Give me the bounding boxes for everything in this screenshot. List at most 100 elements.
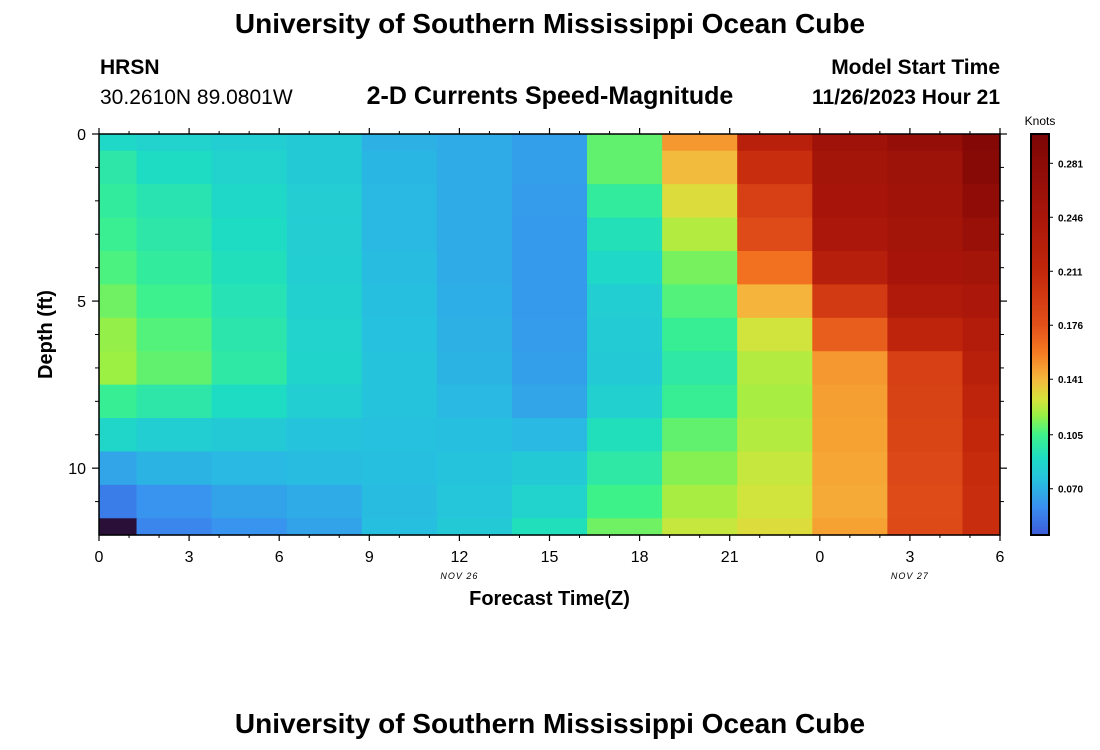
heatmap-chart: 0 3 6 9 12 15 18 21 0 3 6 NOV 26 NOV 27 0 5 10 Forecast … (35, 114, 1083, 610)
heatmap-cell (887, 518, 964, 536)
heatmap-cell (286, 384, 363, 419)
heatmap-cell (662, 184, 738, 219)
heatmap-cell (962, 451, 1001, 486)
heatmap-cell (511, 484, 588, 519)
heatmap-cell (812, 250, 888, 285)
heatmap-cell (737, 217, 813, 252)
heatmap-cell (887, 284, 964, 319)
heatmap-cell (436, 250, 513, 285)
heatmap-cell (436, 184, 513, 219)
heatmap-cell (286, 250, 363, 285)
heatmap-cell (812, 384, 888, 419)
heatmap-cell (737, 384, 813, 419)
heatmap-cell (361, 384, 438, 419)
heatmap-cell (887, 134, 964, 152)
heatmap-cell (812, 134, 888, 152)
heatmap-cell (436, 518, 513, 536)
heatmap-cell (587, 351, 663, 386)
heatmap-cell (286, 134, 363, 152)
colorbar (1030, 133, 1050, 536)
heatmap-cell (436, 217, 513, 252)
heatmap-cell (286, 150, 363, 185)
heatmap-cell (511, 451, 588, 486)
heatmap-cell (887, 451, 964, 486)
heatmap-cell (511, 351, 588, 386)
heatmap-cell (887, 184, 964, 219)
heatmap-cell (286, 284, 363, 319)
heatmap-cell (587, 250, 663, 285)
heatmap-cell (737, 518, 813, 536)
colorbar-label: Knots (1025, 114, 1056, 128)
heatmap-cell (136, 484, 213, 519)
heatmap-cell (211, 351, 288, 386)
heatmap-cell (136, 250, 213, 285)
heatmap-cell (136, 418, 213, 453)
heatmap-cell (587, 418, 663, 453)
heatmap-cell (662, 217, 738, 252)
heatmap-cell (286, 451, 363, 486)
heatmap-cell (436, 484, 513, 519)
heatmap-cell (99, 518, 138, 536)
heatmap-cell (99, 351, 138, 386)
model-start-label: Model Start Time (831, 56, 1000, 79)
colorbar-tick-label: 0.246 (1058, 213, 1083, 224)
heatmap-cell (887, 384, 964, 419)
heatmap-cell (361, 250, 438, 285)
heatmap-cell (587, 317, 663, 352)
heatmap-cell (286, 217, 363, 252)
heatmap-cell (436, 284, 513, 319)
heatmap-cell (662, 384, 738, 419)
heatmap-cell (887, 418, 964, 453)
heatmap-cell (511, 518, 588, 536)
heatmap-cell (211, 134, 288, 152)
heatmap-cell (812, 217, 888, 252)
heatmap-cell (662, 250, 738, 285)
heatmap-cell (436, 150, 513, 185)
page-title-repeat: University of Southern Mississippi Ocean… (234, 708, 866, 739)
heatmap-cell (812, 484, 888, 519)
heatmap-cell (511, 418, 588, 453)
y-axis-label: Depth (ft) (35, 290, 57, 379)
y-tick-label: 10 (68, 461, 86, 478)
heatmap-cell (211, 484, 288, 519)
heatmap-cell (136, 451, 213, 486)
heatmap-cell (436, 451, 513, 486)
heatmap-cell (962, 351, 1001, 386)
heatmap-cell (136, 351, 213, 386)
heatmap-cell (361, 317, 438, 352)
heatmap-cell (211, 518, 288, 536)
heatmap-cell (99, 150, 138, 185)
heatmap-cell (511, 184, 588, 219)
heatmap-cell (587, 484, 663, 519)
x-tick-label: 9 (365, 549, 374, 566)
heatmap-cell (511, 150, 588, 185)
heatmap-cell (587, 451, 663, 486)
x-tick-label: 12 (451, 549, 469, 566)
heatmap-cell (136, 184, 213, 219)
heatmap-cell (662, 134, 738, 152)
heatmap-cell (587, 217, 663, 252)
heatmap-cell (361, 351, 438, 386)
heatmap-cell (286, 418, 363, 453)
heatmap-cell (962, 384, 1001, 419)
heatmap-cell (662, 518, 738, 536)
heatmap-cell (587, 384, 663, 419)
heatmap-cell (962, 217, 1001, 252)
page-title: University of Southern Mississippi Ocean… (234, 8, 866, 39)
heatmap-cell (962, 484, 1001, 519)
heatmap-cell (812, 351, 888, 386)
x-tick-label: 0 (95, 549, 104, 566)
heatmap-cell (737, 484, 813, 519)
heatmap-cell (812, 150, 888, 185)
heatmap-cell (962, 184, 1001, 219)
heatmap-cell (737, 351, 813, 386)
heatmap-cell (511, 384, 588, 419)
heatmap-cell (136, 134, 213, 152)
x-tick-label: 6 (996, 549, 1005, 566)
heatmap-cell (962, 250, 1001, 285)
heatmap-cell (211, 217, 288, 252)
heatmap-cell (737, 317, 813, 352)
colorbar-tick-label: 0.141 (1058, 375, 1083, 386)
heatmap-cell (136, 384, 213, 419)
station-name: HRSN (100, 56, 160, 79)
